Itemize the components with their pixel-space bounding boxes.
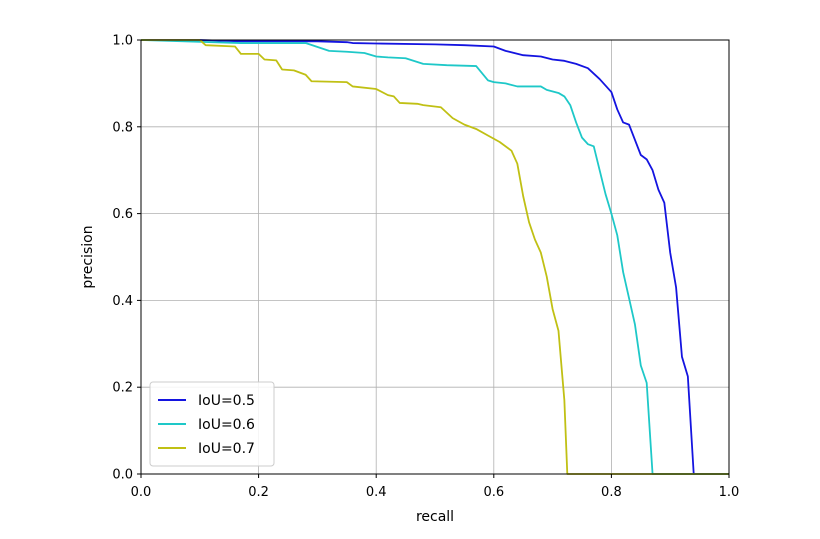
x-axis-label: recall xyxy=(416,509,454,525)
x-tick-label: 0.4 xyxy=(366,485,387,500)
legend-label: IoU=0.7 xyxy=(198,441,255,457)
axis-ticks: 0.0 0.2 0.4 0.6 0.8 1.0 0.0 0.2 0.4 0.6 0.8 1.0 xyxy=(112,34,739,501)
x-tick-label: 0.2 xyxy=(248,485,269,500)
x-tick-label: 0.8 xyxy=(601,485,622,500)
y-tick-label: 1.0 xyxy=(112,34,133,49)
y-tick-label: 0.0 xyxy=(112,468,133,483)
series-line-2 xyxy=(140,39,729,475)
legend-box xyxy=(149,381,275,467)
y-tick-label: 0.8 xyxy=(112,120,133,135)
legend: IoU=0.5 IoU=0.6 IoU=0.7 xyxy=(149,381,275,467)
y-tick-label: 0.4 xyxy=(112,294,133,309)
legend-label: IoU=0.5 xyxy=(198,393,255,409)
legend-label: IoU=0.6 xyxy=(198,417,255,433)
series-layer xyxy=(140,39,729,475)
plot-frame xyxy=(140,39,730,475)
y-tick-label: 0.6 xyxy=(112,207,133,222)
series-line-1 xyxy=(141,39,729,475)
x-tick-label: 1.0 xyxy=(719,485,740,500)
x-tick-label: 0.0 xyxy=(131,485,152,500)
x-tick-label: 0.6 xyxy=(483,485,504,500)
y-tick-label: 0.2 xyxy=(112,381,133,396)
series-line-3 xyxy=(141,39,729,475)
y-axis-label: precision xyxy=(80,225,96,288)
